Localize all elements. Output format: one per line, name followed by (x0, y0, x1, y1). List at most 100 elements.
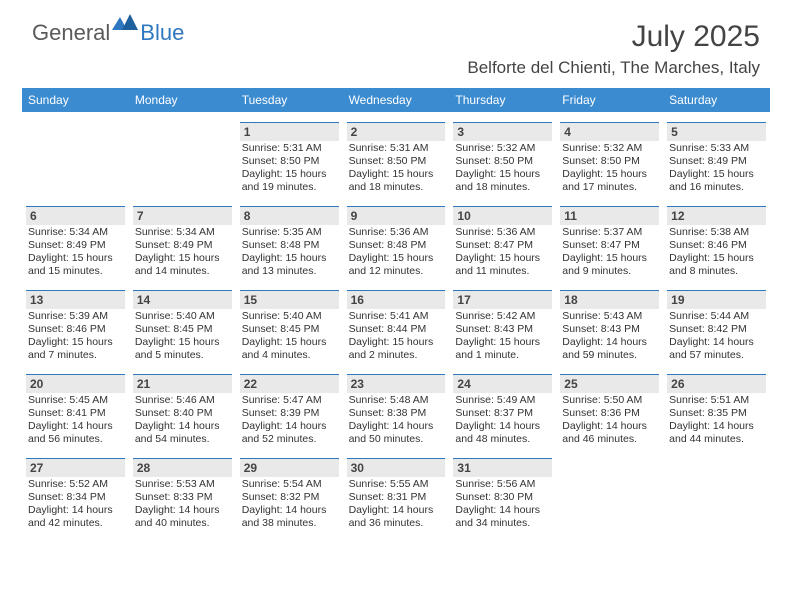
day-cell: 24Sunrise: 5:49 AMSunset: 8:37 PMDayligh… (449, 374, 556, 448)
day-sunset: Sunset: 8:49 PM (26, 239, 125, 252)
day-sunrise: Sunrise: 5:44 AM (667, 310, 766, 323)
day-number: 1 (240, 122, 339, 141)
day-day2: and 34 minutes. (453, 517, 552, 530)
day-day2: and 59 minutes. (560, 349, 659, 362)
day-number: 3 (453, 122, 552, 141)
day-number: 31 (453, 458, 552, 477)
day-cell: 18Sunrise: 5:43 AMSunset: 8:43 PMDayligh… (556, 290, 663, 364)
day-cell: 9Sunrise: 5:36 AMSunset: 8:48 PMDaylight… (343, 206, 450, 280)
day-sunset: Sunset: 8:49 PM (667, 155, 766, 168)
day-day1: Daylight: 14 hours (240, 504, 339, 517)
day-cell: 7Sunrise: 5:34 AMSunset: 8:49 PMDaylight… (129, 206, 236, 280)
day-number: 16 (347, 290, 446, 309)
day-cell: 4Sunrise: 5:32 AMSunset: 8:50 PMDaylight… (556, 122, 663, 196)
day-sunrise: Sunrise: 5:49 AM (453, 394, 552, 407)
day-day2: and 1 minute. (453, 349, 552, 362)
day-day2: and 12 minutes. (347, 265, 446, 278)
day-cell: 10Sunrise: 5:36 AMSunset: 8:47 PMDayligh… (449, 206, 556, 280)
day-day1: Daylight: 15 hours (26, 252, 125, 265)
day-cell: . (22, 122, 129, 196)
day-number: 21 (133, 374, 232, 393)
day-sunrise: Sunrise: 5:55 AM (347, 478, 446, 491)
day-day2: and 14 minutes. (133, 265, 232, 278)
day-sunrise: Sunrise: 5:43 AM (560, 310, 659, 323)
day-sunrise: Sunrise: 5:46 AM (133, 394, 232, 407)
day-sunrise: Sunrise: 5:37 AM (560, 226, 659, 239)
day-sunset: Sunset: 8:37 PM (453, 407, 552, 420)
calendar: SundayMondayTuesdayWednesdayThursdayFrid… (22, 88, 770, 532)
day-sunset: Sunset: 8:47 PM (560, 239, 659, 252)
day-sunrise: Sunrise: 5:38 AM (667, 226, 766, 239)
day-day2: and 16 minutes. (667, 181, 766, 194)
day-number: 29 (240, 458, 339, 477)
day-cell: 17Sunrise: 5:42 AMSunset: 8:43 PMDayligh… (449, 290, 556, 364)
day-sunrise: Sunrise: 5:56 AM (453, 478, 552, 491)
day-day2: and 42 minutes. (26, 517, 125, 530)
day-day2: and 18 minutes. (347, 181, 446, 194)
day-cell: 12Sunrise: 5:38 AMSunset: 8:46 PMDayligh… (663, 206, 770, 280)
day-day1: Daylight: 14 hours (560, 420, 659, 433)
day-day2: and 13 minutes. (240, 265, 339, 278)
day-day2: and 56 minutes. (26, 433, 125, 446)
day-day1: Daylight: 14 hours (133, 420, 232, 433)
day-sunset: Sunset: 8:31 PM (347, 491, 446, 504)
day-number: 18 (560, 290, 659, 309)
day-day1: Daylight: 15 hours (347, 336, 446, 349)
day-number: 30 (347, 458, 446, 477)
title-block: July 2025 Belforte del Chienti, The Marc… (467, 20, 760, 78)
day-sunrise: Sunrise: 5:54 AM (240, 478, 339, 491)
day-cell: 29Sunrise: 5:54 AMSunset: 8:32 PMDayligh… (236, 458, 343, 532)
day-sunset: Sunset: 8:46 PM (26, 323, 125, 336)
title-month: July 2025 (467, 20, 760, 54)
day-sunset: Sunset: 8:34 PM (26, 491, 125, 504)
day-cell: 2Sunrise: 5:31 AMSunset: 8:50 PMDaylight… (343, 122, 450, 196)
day-day2: and 52 minutes. (240, 433, 339, 446)
day-number: 27 (26, 458, 125, 477)
title-location: Belforte del Chienti, The Marches, Italy (467, 58, 760, 78)
day-sunrise: Sunrise: 5:48 AM (347, 394, 446, 407)
day-cell: 22Sunrise: 5:47 AMSunset: 8:39 PMDayligh… (236, 374, 343, 448)
day-day2: and 44 minutes. (667, 433, 766, 446)
day-day2: and 9 minutes. (560, 265, 659, 278)
day-day2: and 36 minutes. (347, 517, 446, 530)
day-number: 13 (26, 290, 125, 309)
day-sunset: Sunset: 8:45 PM (133, 323, 232, 336)
day-cell: 6Sunrise: 5:34 AMSunset: 8:49 PMDaylight… (22, 206, 129, 280)
day-sunset: Sunset: 8:46 PM (667, 239, 766, 252)
week-row: ..1Sunrise: 5:31 AMSunset: 8:50 PMDaylig… (22, 122, 770, 196)
day-day2: and 11 minutes. (453, 265, 552, 278)
day-sunset: Sunset: 8:49 PM (133, 239, 232, 252)
day-number: 17 (453, 290, 552, 309)
day-day2: and 46 minutes. (560, 433, 659, 446)
day-sunrise: Sunrise: 5:53 AM (133, 478, 232, 491)
page-header: General Blue July 2025 Belforte del Chie… (0, 0, 792, 82)
day-day2: and 8 minutes. (667, 265, 766, 278)
day-cell: 11Sunrise: 5:37 AMSunset: 8:47 PMDayligh… (556, 206, 663, 280)
day-sunset: Sunset: 8:50 PM (240, 155, 339, 168)
day-sunset: Sunset: 8:50 PM (347, 155, 446, 168)
day-sunrise: Sunrise: 5:33 AM (667, 142, 766, 155)
day-number: 12 (667, 206, 766, 225)
weekday-cell: Friday (556, 88, 663, 112)
day-day1: Daylight: 14 hours (240, 420, 339, 433)
day-number: 20 (26, 374, 125, 393)
day-sunset: Sunset: 8:39 PM (240, 407, 339, 420)
day-day2: and 48 minutes. (453, 433, 552, 446)
day-cell: 31Sunrise: 5:56 AMSunset: 8:30 PMDayligh… (449, 458, 556, 532)
day-number: 24 (453, 374, 552, 393)
day-day1: Daylight: 15 hours (26, 336, 125, 349)
week-row: 6Sunrise: 5:34 AMSunset: 8:49 PMDaylight… (22, 206, 770, 280)
day-number: 15 (240, 290, 339, 309)
day-sunset: Sunset: 8:50 PM (560, 155, 659, 168)
day-day1: Daylight: 15 hours (240, 252, 339, 265)
day-day1: Daylight: 15 hours (133, 252, 232, 265)
day-sunrise: Sunrise: 5:41 AM (347, 310, 446, 323)
week-row: 13Sunrise: 5:39 AMSunset: 8:46 PMDayligh… (22, 290, 770, 364)
day-day2: and 50 minutes. (347, 433, 446, 446)
day-day1: Daylight: 15 hours (240, 336, 339, 349)
day-cell: 25Sunrise: 5:50 AMSunset: 8:36 PMDayligh… (556, 374, 663, 448)
day-sunset: Sunset: 8:43 PM (453, 323, 552, 336)
brand-mark-icon (112, 12, 138, 35)
day-sunrise: Sunrise: 5:36 AM (347, 226, 446, 239)
day-day1: Daylight: 14 hours (453, 504, 552, 517)
